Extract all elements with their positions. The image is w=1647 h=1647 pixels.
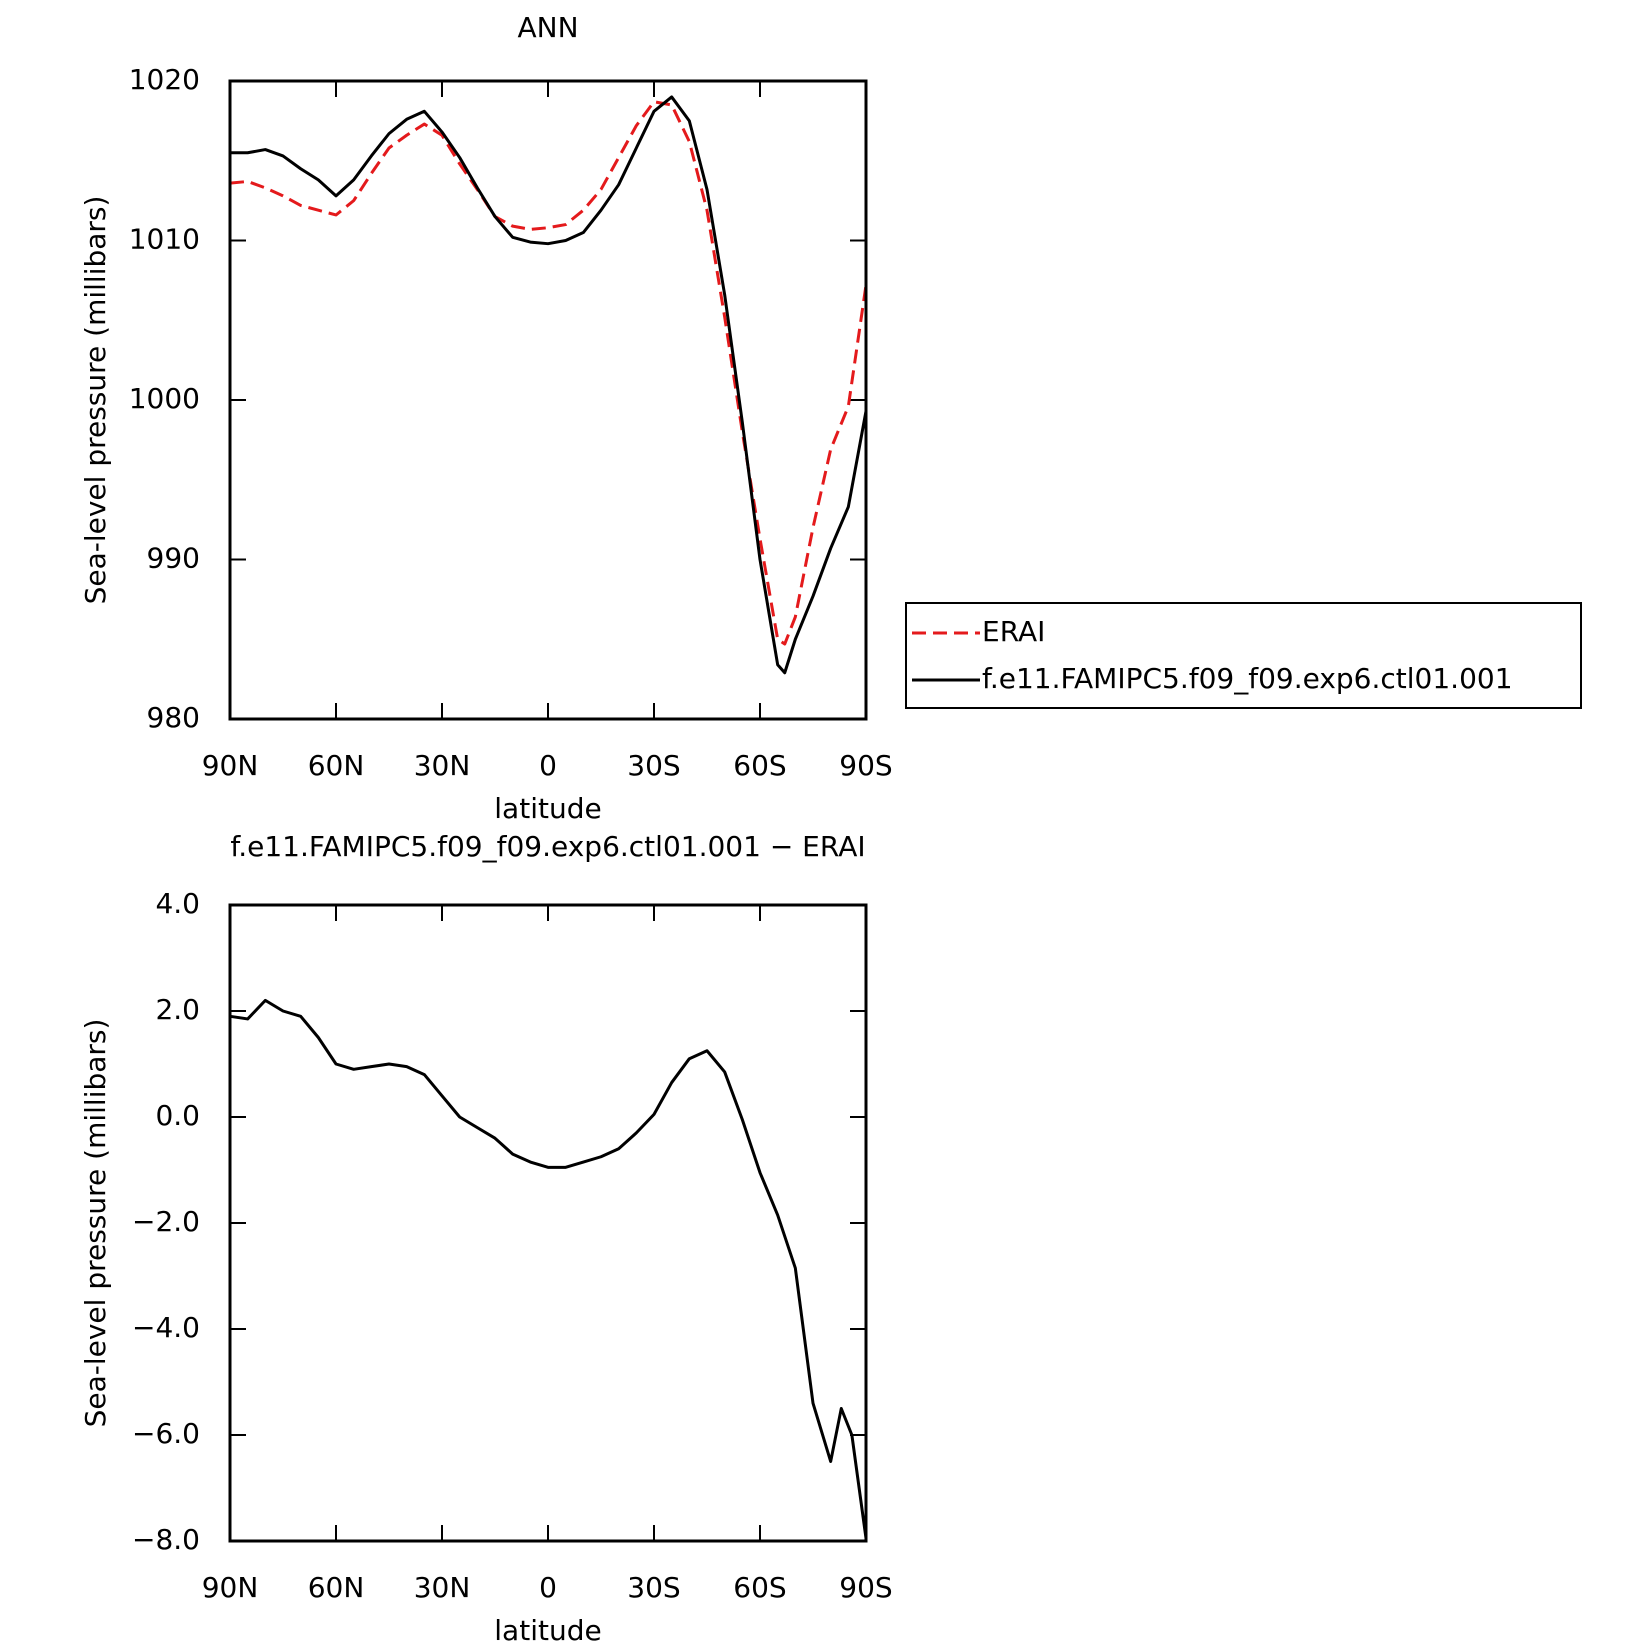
x-tick-label: 30S: [627, 1571, 680, 1604]
x-tick-label: 60S: [733, 749, 786, 782]
series-line: [230, 95, 868, 675]
x-tick-label: 30N: [414, 1571, 471, 1604]
x-tick-label: 90N: [202, 1571, 259, 1604]
y-tick-label: 980: [147, 701, 200, 734]
legend-label: f.e11.FAMIPC5.f09_f09.exp6.ctl01.001: [982, 662, 1513, 695]
chart-title: ANN: [517, 11, 578, 44]
y-tick-label: 0.0: [155, 1099, 200, 1132]
x-tick-label: 60N: [308, 749, 365, 782]
y-axis-label: Sea-level pressure (millibars): [79, 1019, 112, 1428]
x-tick-label: 30N: [414, 749, 471, 782]
plot-frame: [228, 79, 868, 721]
series-line: [229, 100, 868, 646]
y-tick-label: 1010: [129, 223, 200, 256]
legend-label: ERAI: [982, 615, 1045, 648]
x-tick-label: 90S: [839, 749, 892, 782]
series-line: [229, 998, 868, 1539]
x-tick-label: 0: [539, 1571, 557, 1604]
y-tick-label: −6.0: [132, 1417, 200, 1450]
y-tick-label: −4.0: [132, 1311, 200, 1344]
x-tick-label: 90N: [202, 749, 259, 782]
plot-frame: [228, 903, 868, 1543]
x-tick-label: 60S: [733, 1571, 786, 1604]
x-tick-label: 60N: [308, 1571, 365, 1604]
x-axis-label: latitude: [494, 792, 601, 825]
y-axis-label: Sea-level pressure (millibars): [79, 196, 112, 605]
y-tick-label: 4.0: [155, 887, 200, 920]
x-tick-label: 0: [539, 749, 557, 782]
y-tick-label: 990: [147, 542, 200, 575]
legend-box: [905, 602, 1582, 709]
x-axis-label: latitude: [494, 1614, 601, 1647]
y-tick-label: −8.0: [132, 1523, 200, 1556]
x-tick-label: 90S: [839, 1571, 892, 1604]
y-tick-label: 1000: [129, 382, 200, 415]
chart-title: f.e11.FAMIPC5.f09_f09.exp6.ctl01.001 − E…: [230, 830, 865, 863]
y-tick-label: −2.0: [132, 1205, 200, 1238]
y-tick-label: 1020: [129, 63, 200, 96]
x-tick-label: 30S: [627, 749, 680, 782]
y-tick-label: 2.0: [155, 993, 200, 1026]
